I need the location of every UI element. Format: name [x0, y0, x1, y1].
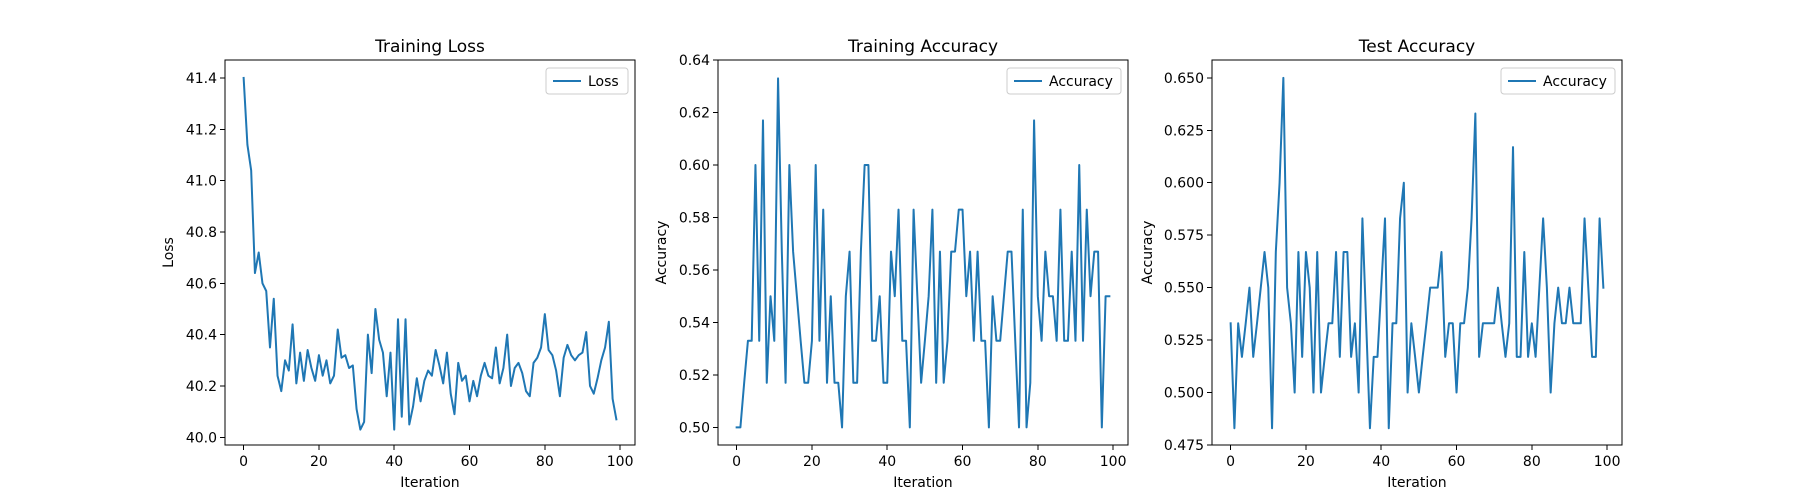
x-axis-label: Iteration: [893, 475, 952, 491]
y-tick-label: 0.64: [679, 53, 710, 69]
x-tick-label: 0: [732, 454, 741, 470]
y-axis-label: Loss: [161, 237, 177, 268]
chart-title: Training Loss: [374, 37, 485, 57]
series-line-1: [735, 77, 1111, 429]
x-tick-label: 100: [1594, 454, 1621, 470]
y-tick-label: 0.56: [679, 263, 710, 279]
axes-frame: [717, 59, 1129, 446]
y-tick-label: 0.500: [1164, 386, 1204, 402]
x-tick-label: 80: [536, 454, 554, 470]
x-tick-label: 80: [1523, 454, 1541, 470]
y-tick-label: 0.550: [1164, 281, 1204, 297]
x-tick-label: 40: [1372, 454, 1390, 470]
y-axis-label: Accuracy: [654, 221, 670, 285]
x-tick-label: 60: [1448, 454, 1466, 470]
y-tick-label: 40.2: [186, 379, 217, 395]
y-tick-label: 40.0: [186, 430, 217, 446]
y-tick-label: 0.475: [1164, 438, 1204, 454]
y-tick-label: 0.625: [1164, 123, 1204, 139]
y-tick-label: 0.60: [679, 158, 710, 174]
x-tick-label: 100: [1100, 454, 1127, 470]
legend-box: [1006, 67, 1122, 95]
legend-box: [1500, 67, 1616, 95]
chart-title: Training Accuracy: [847, 37, 998, 57]
legend-label: Loss: [588, 74, 619, 90]
legend: Loss: [545, 67, 629, 95]
legend: Accuracy: [1500, 67, 1616, 95]
y-tick-label: 0.58: [679, 210, 710, 226]
y-tick-label: 0.575: [1164, 228, 1204, 244]
x-tick-label: 60: [461, 454, 479, 470]
x-tick-label: 100: [607, 454, 634, 470]
x-tick-label: 20: [1297, 454, 1315, 470]
x-tick-label: 60: [954, 454, 972, 470]
y-tick-label: 41.0: [186, 174, 217, 190]
series-line-1: [1229, 76, 1605, 430]
y-tick-label: 40.4: [186, 328, 217, 344]
x-tick-label: 20: [310, 454, 328, 470]
chart-panel-1: 0 20 40 60 80 100 40.0 40.2 40.4 40.6 40.8 41.0 41.2…: [161, 37, 636, 491]
x-tick-label: 20: [803, 454, 821, 470]
series-line-1: [242, 76, 618, 431]
x-tick-label: 40: [385, 454, 403, 470]
chart-title: Test Accuracy: [1358, 37, 1476, 57]
legend-box: [545, 67, 629, 95]
y-tick-label: 0.600: [1164, 176, 1204, 192]
legend-label: Accuracy: [1049, 74, 1113, 90]
legend: Accuracy: [1006, 67, 1122, 95]
legend-label: Accuracy: [1543, 74, 1607, 90]
y-tick-label: 0.525: [1164, 333, 1204, 349]
chart-panel-3: 0 20 40 60 80 100 0.475 0.500 0.525 0.550 0.575 0.6…: [1140, 37, 1623, 491]
chart-panel-2: 0 20 40 60 80 100 0.50 0.52 0.54 0.56 0.58 0.60 0.62…: [654, 37, 1129, 491]
y-tick-label: 40.8: [186, 225, 217, 241]
y-tick-label: 0.50: [679, 420, 710, 436]
x-tick-label: 0: [1226, 454, 1235, 470]
y-tick-label: 0.650: [1164, 71, 1204, 87]
axes-frame: [1211, 59, 1623, 446]
y-tick-label: 41.2: [186, 122, 217, 138]
x-tick-label: 80: [1029, 454, 1047, 470]
y-axis-label: Accuracy: [1140, 221, 1156, 285]
x-axis-label: Iteration: [1387, 475, 1446, 491]
y-tick-label: 0.62: [679, 105, 710, 121]
y-tick-label: 40.6: [186, 276, 217, 292]
x-tick-label: 0: [239, 454, 248, 470]
y-tick-label: 41.4: [186, 71, 217, 87]
x-axis-label: Iteration: [400, 475, 459, 491]
axes-frame: [224, 59, 636, 446]
y-tick-label: 0.52: [679, 368, 710, 384]
y-tick-label: 0.54: [679, 315, 710, 331]
x-tick-label: 40: [878, 454, 896, 470]
